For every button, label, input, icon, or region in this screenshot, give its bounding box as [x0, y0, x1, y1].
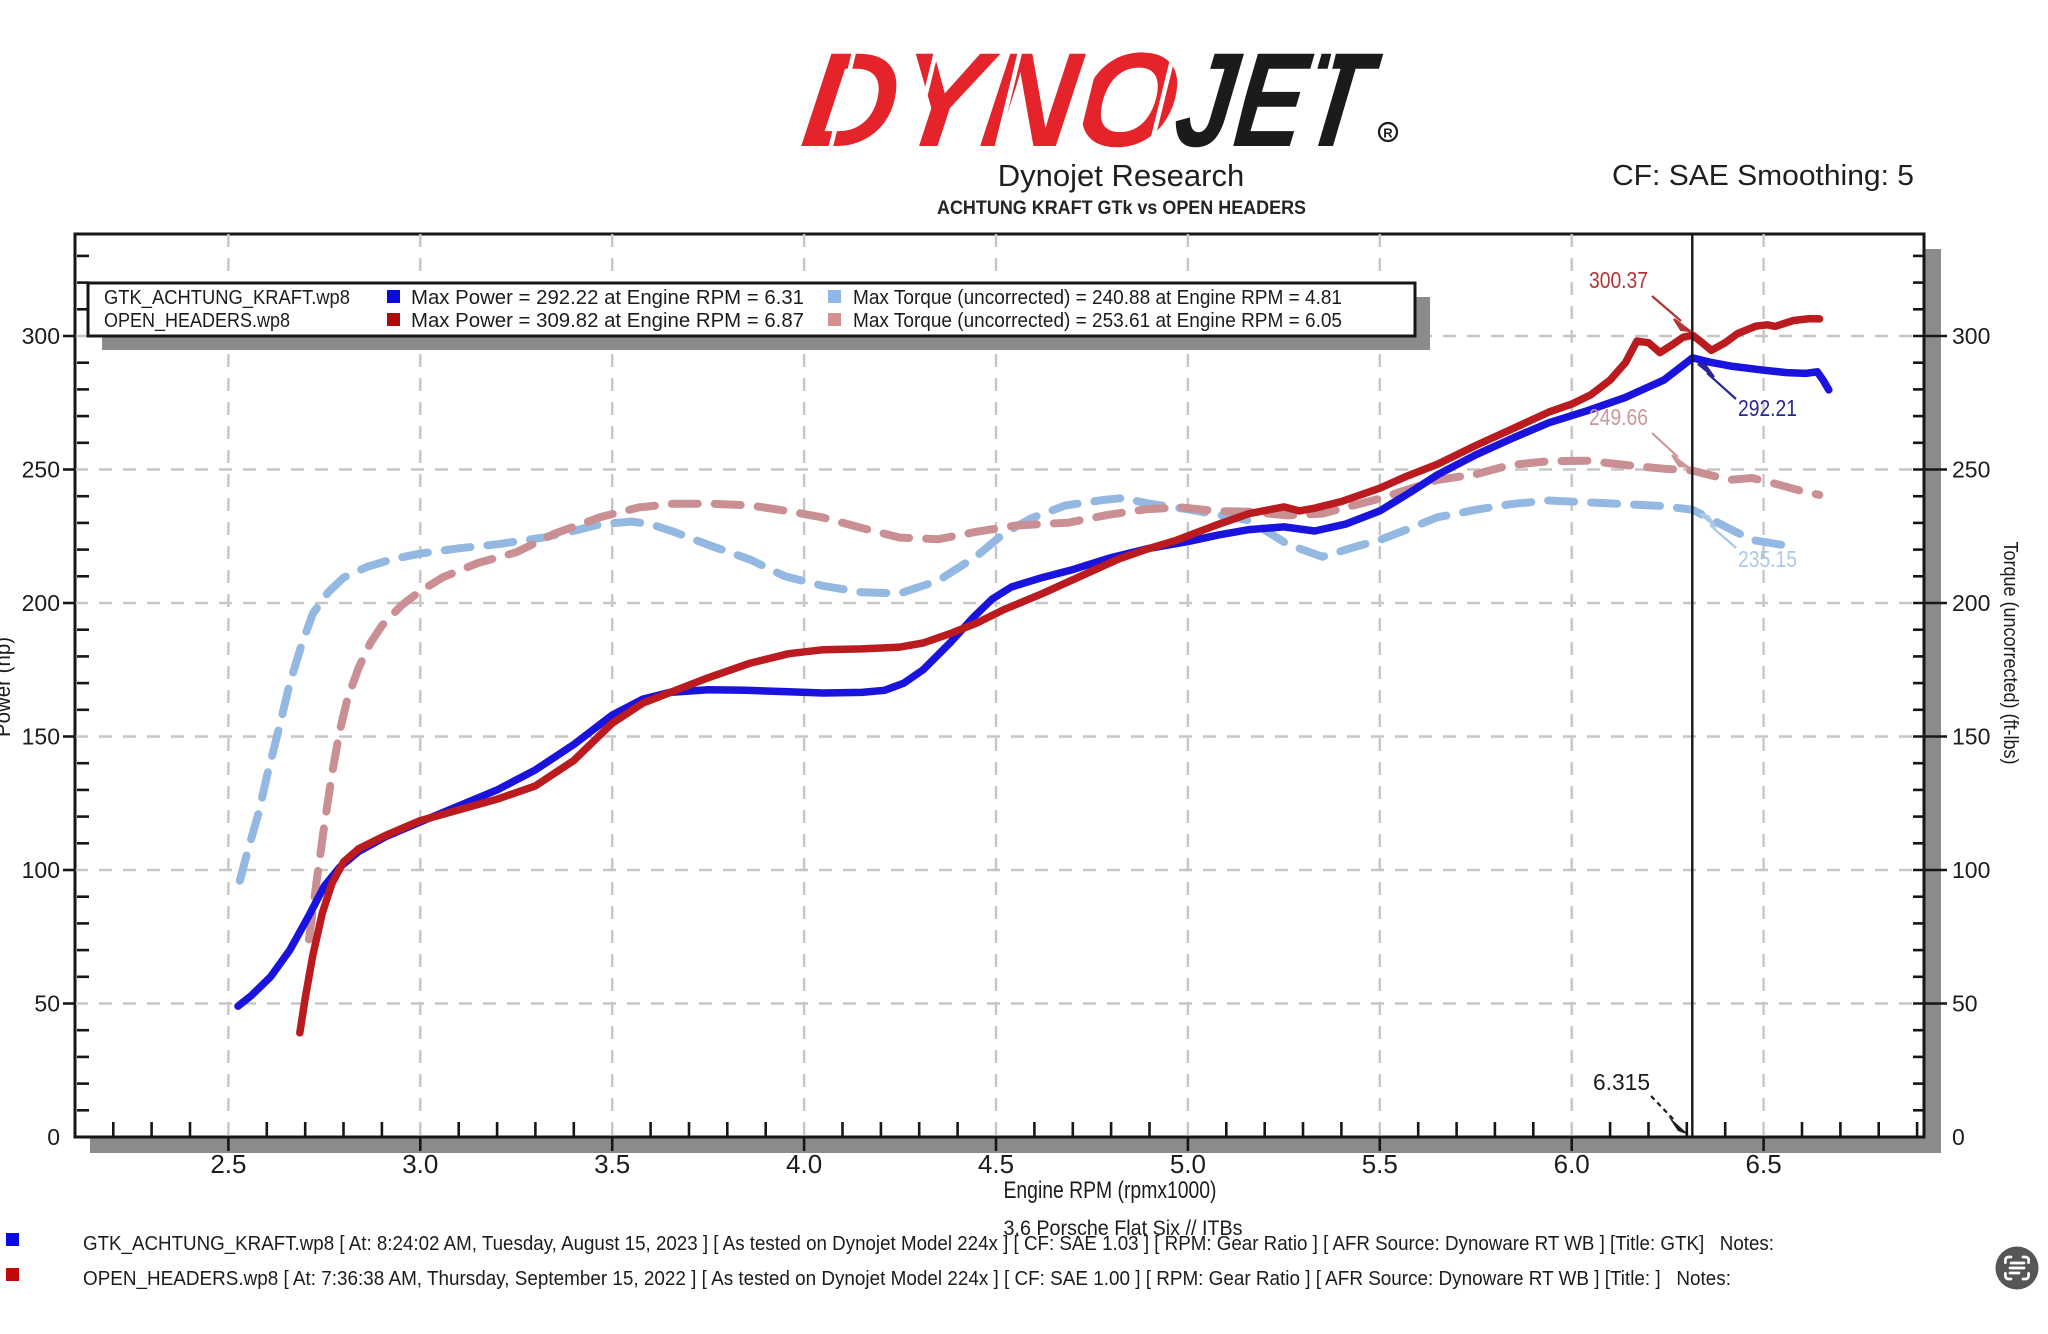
svg-text:0: 0: [47, 1124, 60, 1150]
svg-text:100: 100: [22, 857, 60, 883]
svg-text:Max Power = 309.82 at Engine R: Max Power = 309.82 at Engine RPM = 6.87: [411, 310, 804, 332]
svg-text:GTK_ACHTUNG_KRAFT.wp8 [ At: 8:: GTK_ACHTUNG_KRAFT.wp8 [ At: 8:24:02 AM, …: [83, 1233, 1774, 1255]
svg-text:6.315: 6.315: [1593, 1069, 1650, 1095]
svg-text:OPEN_HEADERS.wp8: OPEN_HEADERS.wp8: [104, 310, 290, 332]
svg-text:Dynojet Research: Dynojet Research: [998, 158, 1244, 193]
svg-text:50: 50: [34, 991, 60, 1017]
svg-text:300: 300: [22, 323, 60, 349]
svg-text:300.37: 300.37: [1589, 267, 1648, 293]
svg-text:200: 200: [22, 590, 60, 616]
svg-text:4.0: 4.0: [786, 1149, 822, 1179]
svg-text:Max Torque (uncorrected) = 253: Max Torque (uncorrected) = 253.61 at Eng…: [853, 310, 1342, 332]
svg-text:6.0: 6.0: [1554, 1149, 1590, 1179]
svg-text:200: 200: [1952, 590, 1990, 616]
svg-text:5.5: 5.5: [1362, 1149, 1398, 1179]
svg-text:Max Power = 292.22 at Engine R: Max Power = 292.22 at Engine RPM = 6.31: [411, 287, 804, 309]
svg-text:5.0: 5.0: [1170, 1149, 1206, 1179]
svg-text:150: 150: [1952, 724, 1990, 750]
svg-text:Engine RPM (rpmx1000): Engine RPM (rpmx1000): [1004, 1177, 1217, 1204]
svg-text:Power (hp): Power (hp): [0, 637, 15, 737]
svg-text:CF: SAE Smoothing: 5: CF: SAE Smoothing: 5: [1612, 160, 1914, 192]
svg-text:2.5: 2.5: [210, 1149, 246, 1179]
svg-text:Max Torque (uncorrected) = 240: Max Torque (uncorrected) = 240.88 at Eng…: [853, 287, 1342, 309]
svg-text:3.0: 3.0: [402, 1149, 438, 1179]
svg-text:3.5: 3.5: [594, 1149, 630, 1179]
svg-text:GTK_ACHTUNG_KRAFT.wp8: GTK_ACHTUNG_KRAFT.wp8: [104, 287, 350, 309]
svg-text:0: 0: [1952, 1124, 1965, 1150]
svg-text:235.15: 235.15: [1738, 546, 1797, 572]
svg-text:250: 250: [1952, 457, 1990, 483]
svg-text:50: 50: [1952, 991, 1978, 1017]
svg-text:R: R: [1383, 126, 1393, 141]
svg-text:4.5: 4.5: [978, 1149, 1014, 1179]
svg-text:300: 300: [1952, 323, 1990, 349]
svg-text:6.5: 6.5: [1746, 1149, 1782, 1179]
svg-text:250: 250: [22, 457, 60, 483]
svg-text:292.21: 292.21: [1738, 395, 1797, 421]
svg-text:100: 100: [1952, 857, 1990, 883]
svg-text:Torque (uncorrected) (ft-lbs): Torque (uncorrected) (ft-lbs): [1999, 542, 2021, 765]
svg-text:3.6 Porsche Flat Six // ITBs: 3.6 Porsche Flat Six // ITBs: [1004, 1217, 1243, 1240]
svg-text:OPEN_HEADERS.wp8 [ At: 7:36:38: OPEN_HEADERS.wp8 [ At: 7:36:38 AM, Thurs…: [83, 1268, 1731, 1290]
svg-text:150: 150: [22, 724, 60, 750]
svg-text:DYNOJET: DYNOJET: [795, 25, 1388, 175]
svg-text:ACHTUNG KRAFT GTk vs OPEN HEAD: ACHTUNG KRAFT GTk vs OPEN HEADERS: [937, 197, 1306, 219]
svg-text:249.66: 249.66: [1589, 404, 1648, 430]
